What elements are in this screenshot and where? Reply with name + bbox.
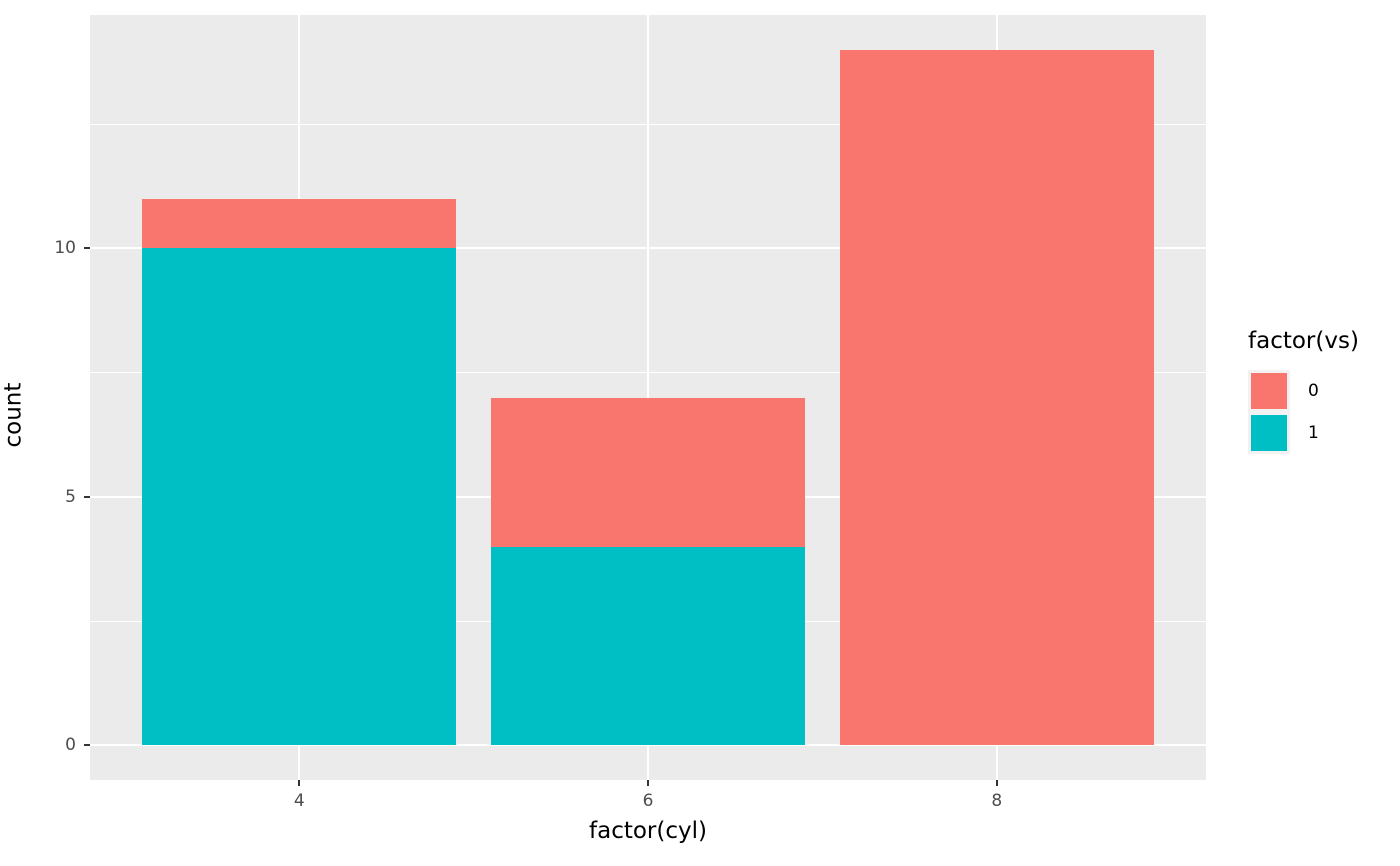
y-tick-label: 10 xyxy=(54,238,76,259)
legend-title: factor(vs) xyxy=(1248,328,1359,354)
x-tick-mark xyxy=(995,780,998,786)
y-tick-mark xyxy=(84,247,90,250)
y-axis-title: count xyxy=(0,382,27,447)
x-tick-label: 8 xyxy=(991,791,1003,811)
legend-key xyxy=(1248,412,1290,454)
y-tick-label: 0 xyxy=(65,735,76,756)
y-tick-mark xyxy=(84,495,90,498)
legend-key xyxy=(1248,370,1290,412)
y-tick-mark xyxy=(84,744,90,747)
plot-panel xyxy=(90,15,1206,780)
x-tick-mark xyxy=(647,780,649,786)
legend-swatch xyxy=(1251,415,1287,451)
legend-label: 1 xyxy=(1308,423,1319,443)
legend-entry-0: 0 xyxy=(1248,370,1359,412)
bar-segment-cyl6-vs1 xyxy=(491,546,805,746)
x-tick-mark xyxy=(298,780,301,786)
bar-segment-cyl8-vs0 xyxy=(839,49,1154,746)
legend-entry-1: 1 xyxy=(1248,412,1359,454)
y-tick-label: 5 xyxy=(65,486,76,507)
bar-segment-cyl6-vs0 xyxy=(491,397,805,547)
x-tick-label: 4 xyxy=(293,791,305,811)
bar-segment-cyl4-vs0 xyxy=(142,198,457,249)
bar-segment-cyl4-vs1 xyxy=(142,248,457,746)
legend-swatch xyxy=(1251,373,1287,409)
legend-label: 0 xyxy=(1308,381,1319,401)
x-tick-label: 6 xyxy=(642,791,654,811)
x-axis-title: factor(cyl) xyxy=(589,818,707,844)
